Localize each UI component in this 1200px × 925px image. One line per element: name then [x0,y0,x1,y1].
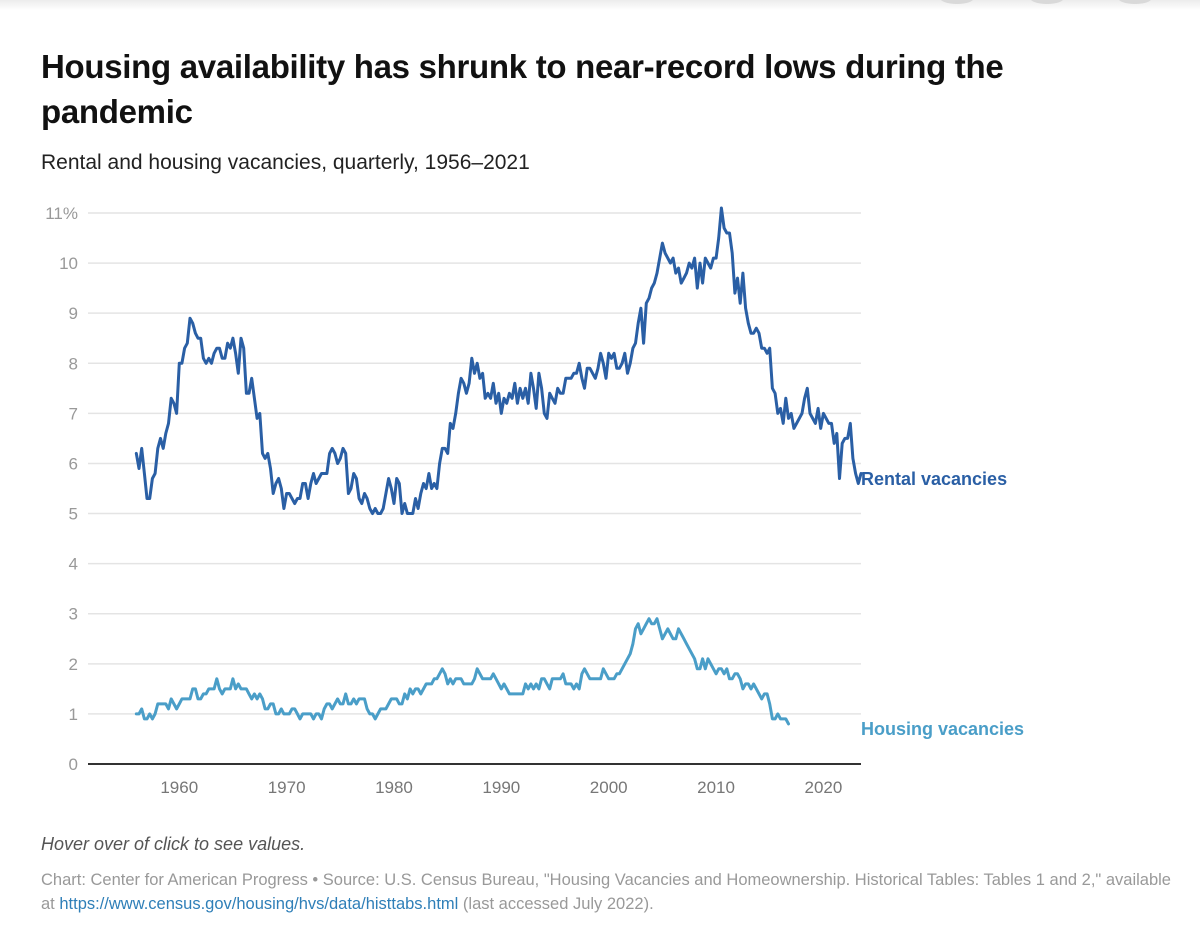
source-text: Chart: Center for American Progress • So… [41,871,1171,913]
y-tick-label: 10 [59,254,78,273]
partial-control-icon [1030,0,1064,4]
series-line-housing[interactable] [134,617,790,726]
y-tick-label: 9 [69,304,78,323]
y-tick-label: 2 [69,655,78,674]
y-tick-label: 7 [69,404,78,423]
interaction-hint: Hover over of click to see values. [41,834,306,854]
x-tick-label: 1970 [268,778,306,797]
browser-top-edge [0,0,1200,10]
partial-control-icon [1118,0,1152,4]
y-tick-label: 11% [45,204,78,223]
y-tick-label: 3 [69,605,78,624]
series-lines[interactable] [134,206,863,726]
x-tick-label: 1990 [482,778,520,797]
x-tick-label: 2010 [697,778,735,797]
y-axis-ticks: 0 1 2 3 4 5 6 7 8 9 10 11% [45,204,78,774]
gridlines [88,212,861,715]
x-axis-ticks: 1960 1970 1980 1990 2000 2010 2020 [160,778,842,797]
partial-control-icon [940,0,974,4]
x-tick-label: 1980 [375,778,413,797]
y-tick-label: 6 [69,454,78,473]
y-tick-label: 0 [69,755,78,774]
chart-title: Housing availability has shrunk to near-… [41,48,1004,130]
y-tick-label: 8 [69,354,78,373]
x-tick-label: 1960 [160,778,198,797]
series-line-rental[interactable] [134,206,863,515]
series-label-rental: Rental vacancies [861,469,1007,489]
y-tick-label: 1 [69,705,78,724]
x-tick-label: 2020 [805,778,843,797]
y-tick-label: 5 [69,505,78,524]
source-notes: Chart: Center for American Progress • So… [41,868,1171,916]
series-label-housing: Housing vacancies [861,719,1024,739]
x-tick-label: 2000 [590,778,628,797]
source-suffix: (last accessed July 2022). [458,895,654,913]
chart-subtitle: Rental and housing vacancies, quarterly,… [41,151,530,174]
y-tick-label: 4 [69,555,78,574]
source-link[interactable]: https://www.census.gov/housing/hvs/data/… [59,895,459,913]
